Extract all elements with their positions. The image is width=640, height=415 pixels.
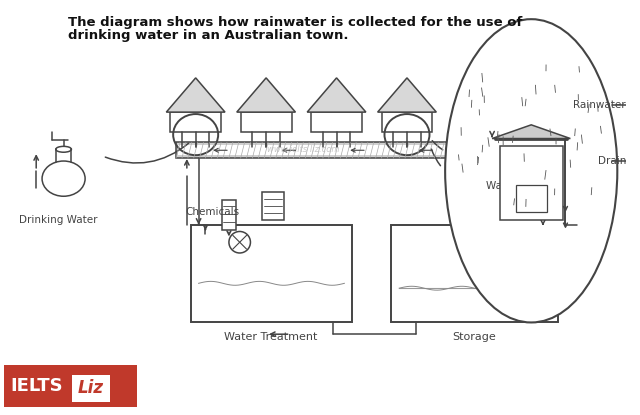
Ellipse shape [56,146,72,152]
Text: Drain: Drain [598,156,626,166]
Bar [72,375,109,402]
Polygon shape [237,78,296,112]
Ellipse shape [534,136,544,173]
Bar [500,146,563,220]
Text: The diagram shows how rainwater is collected for the use of: The diagram shows how rainwater is colle… [68,16,523,29]
Bar [381,112,433,132]
Bar [4,366,137,407]
Bar [176,142,479,158]
Text: Reported Oct 2015: Reported Oct 2015 [6,378,92,387]
Text: Chemicals: Chemicals [185,207,239,217]
Bar [311,112,362,132]
Bar [222,200,236,229]
Ellipse shape [42,161,85,196]
Text: Water Filter: Water Filter [486,181,546,190]
Ellipse shape [487,136,497,173]
Text: drinking water in an Australian town.: drinking water in an Australian town. [68,29,349,42]
Text: Liz: Liz [78,379,104,397]
Bar [391,225,557,322]
Text: Storage: Storage [452,332,497,342]
FancyArrowPatch shape [431,149,440,166]
Bar [492,136,539,173]
Text: Rainwater: Rainwater [573,100,626,110]
Circle shape [229,232,250,253]
Polygon shape [378,78,436,112]
Text: IELTS Writing Task 1: IELTS Writing Task 1 [6,367,95,376]
Bar [170,112,221,132]
Text: Water Treatment: Water Treatment [224,332,317,342]
Text: IELTS: IELTS [11,377,63,395]
Bar [262,192,284,220]
Text: www.ielts liz.com: www.ielts liz.com [267,145,340,154]
Bar [178,145,477,155]
FancyArrowPatch shape [432,141,443,150]
Polygon shape [307,78,366,112]
Ellipse shape [445,19,618,322]
Bar [516,185,547,212]
Polygon shape [166,78,225,112]
Bar [191,225,352,322]
Text: Drinking Water: Drinking Water [19,215,98,225]
Polygon shape [492,125,570,139]
Bar [241,112,292,132]
FancyArrowPatch shape [106,143,189,163]
